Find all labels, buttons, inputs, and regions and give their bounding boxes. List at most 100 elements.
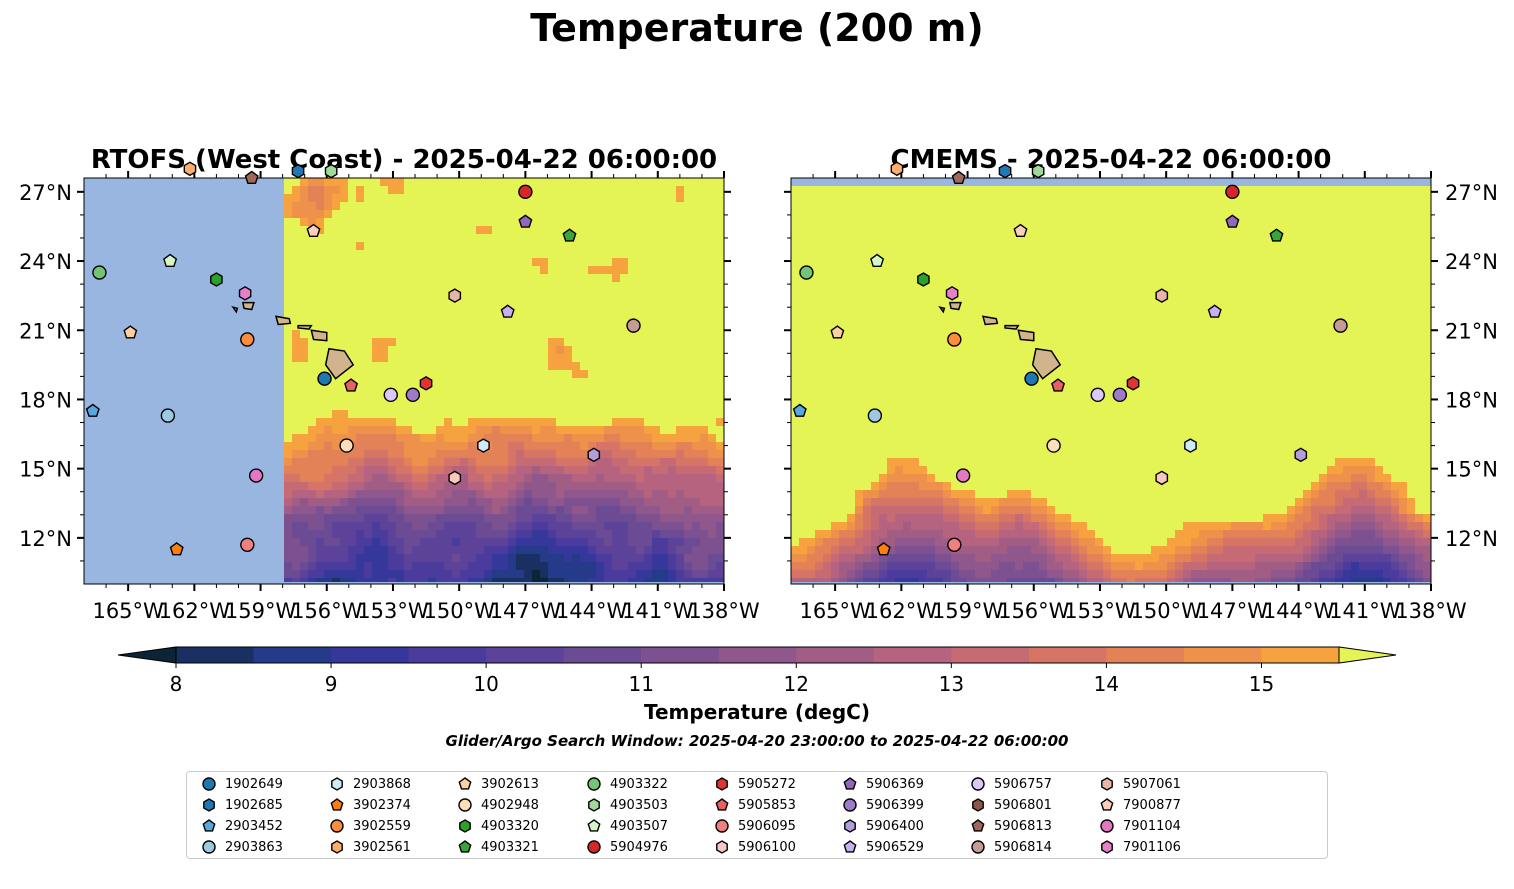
float-4903507 xyxy=(163,253,178,267)
cmems-panel: CMEMS - 2025-04-22 06:00:00 165°W162°W159… xyxy=(784,145,1498,623)
colorbar-tick-label: 14 xyxy=(1094,672,1119,696)
legend-item: 5906801 xyxy=(970,795,1052,815)
legend-marker xyxy=(331,777,343,791)
legend-marker xyxy=(844,819,856,833)
colorbar-segment xyxy=(408,647,487,663)
island-2 xyxy=(297,324,313,330)
float-5906757 xyxy=(1090,387,1105,403)
legend-marker-2903863 xyxy=(202,840,216,854)
legend-marker xyxy=(843,840,857,853)
cmems-title: CMEMS - 2025-04-22 06:00:00 xyxy=(891,145,1332,175)
legend-item: 4903321 xyxy=(457,837,539,857)
legend-marker-4902948 xyxy=(458,798,472,812)
colorbar-label: Temperature (degC) xyxy=(644,700,870,724)
colorbar-extend-max xyxy=(1338,646,1397,664)
legend-marker-4903503 xyxy=(588,798,600,812)
legend-marker xyxy=(716,840,728,854)
float-5906529 xyxy=(500,304,515,318)
legend-label: 5907061 xyxy=(1123,776,1181,792)
legend-label: 2903863 xyxy=(225,839,283,855)
legend-label: 4903321 xyxy=(481,839,539,855)
island-3 xyxy=(981,315,999,326)
legend-label: 1902685 xyxy=(225,797,283,813)
legend-label: 4903503 xyxy=(610,797,668,813)
float-3902559 xyxy=(240,332,255,347)
legend-marker-2903452 xyxy=(202,819,216,832)
float-1902649 xyxy=(1024,371,1039,386)
legend-label: 3902559 xyxy=(353,818,411,834)
legend-item: 3902561 xyxy=(329,837,411,857)
legend-label: 2903868 xyxy=(353,776,411,792)
cmems-temperature-field xyxy=(791,178,1431,584)
colorbar-segment xyxy=(1028,647,1107,663)
legend-marker xyxy=(971,840,985,854)
float-5905272 xyxy=(419,375,433,391)
float-1902685 xyxy=(998,163,1012,179)
legend-marker xyxy=(331,840,343,854)
legend-item: 1902649 xyxy=(201,774,283,794)
legend-marker xyxy=(203,798,215,812)
legend-item: 5906814 xyxy=(970,837,1052,857)
rtofs-xtick-label: 150°W xyxy=(423,599,495,623)
legend-marker-4903320 xyxy=(459,819,471,833)
island-1 xyxy=(310,329,328,342)
float-1902649 xyxy=(317,371,332,386)
rtofs-xtick-label: 159°W xyxy=(225,599,297,623)
cmems-ytick-label: 27°N xyxy=(1445,181,1498,205)
float-1902685 xyxy=(291,163,305,179)
float-3902374 xyxy=(876,542,891,556)
float-2903452 xyxy=(792,403,807,417)
legend-marker xyxy=(202,840,216,854)
search-window-note: Glider/Argo Search Window: 2025-04-20 23… xyxy=(445,732,1069,750)
legend-marker xyxy=(843,777,857,790)
colorbar-tick-label: 9 xyxy=(325,672,338,696)
float-5905272 xyxy=(1126,375,1140,391)
rtofs-xtick-label: 144°W xyxy=(556,599,628,623)
legend-item: 5904976 xyxy=(586,837,668,857)
legend-marker-5904976 xyxy=(587,840,601,854)
legend-item: 5906813 xyxy=(970,816,1052,836)
legend-item: 4902948 xyxy=(457,795,539,815)
legend-marker-7901104 xyxy=(1100,819,1114,833)
legend-marker-3902559 xyxy=(330,819,344,833)
legend-label: 7901104 xyxy=(1123,818,1181,834)
legend-item: 2903452 xyxy=(201,816,283,836)
figure-title: Temperature (200 m) xyxy=(530,6,984,50)
legend-marker xyxy=(972,798,984,812)
float-5906369 xyxy=(1225,214,1240,228)
colorbar-segment xyxy=(331,647,410,663)
cmems-ytick-label: 21°N xyxy=(1445,319,1498,343)
float-7901104 xyxy=(248,468,264,483)
rtofs-ytick-label: 12°N xyxy=(19,527,72,551)
legend-marker xyxy=(587,819,601,832)
legend-item: 2903863 xyxy=(201,837,283,857)
float-4903503 xyxy=(324,163,338,179)
cmems-xtick-label: 165°W xyxy=(799,599,871,623)
legend-marker-5905272 xyxy=(716,777,728,791)
colorbar-tick-label: 15 xyxy=(1249,672,1274,696)
legend-marker-5906529 xyxy=(843,840,857,853)
legend-item: 7900877 xyxy=(1099,795,1181,815)
legend-marker xyxy=(588,798,600,812)
cmems-ytick-label: 18°N xyxy=(1445,388,1498,412)
legend-marker xyxy=(715,798,729,811)
legend-marker xyxy=(716,777,728,791)
legend-marker xyxy=(971,819,985,832)
colorbar-tick-label: 8 xyxy=(170,672,183,696)
float-7901106 xyxy=(238,285,252,301)
legend-label: 5906813 xyxy=(994,818,1052,834)
rtofs-xtick-label: 162°W xyxy=(159,599,231,623)
float-3902561 xyxy=(890,161,904,177)
legend-marker xyxy=(1100,798,1114,811)
legend-label: 7900877 xyxy=(1123,797,1181,813)
colorbar-segment xyxy=(1183,647,1262,663)
legend-item: 5905272 xyxy=(714,774,796,794)
legend-marker-5906814 xyxy=(971,840,985,854)
legend-item: 4903503 xyxy=(586,795,668,815)
island-1 xyxy=(1017,329,1035,342)
legend-marker-4903321 xyxy=(458,840,472,853)
rtofs-temperature-field xyxy=(84,178,724,584)
colorbar-segment xyxy=(951,647,1030,663)
rtofs-xtick-label: 156°W xyxy=(291,599,363,623)
legend-label: 4903507 xyxy=(610,818,668,834)
